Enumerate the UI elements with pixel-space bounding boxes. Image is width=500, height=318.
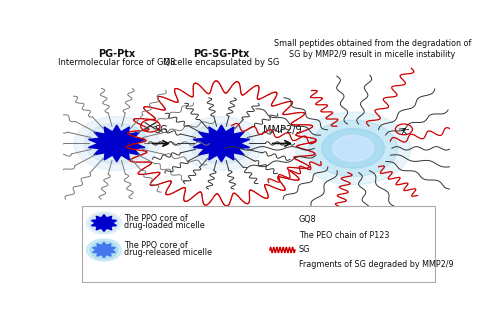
- Circle shape: [74, 116, 160, 170]
- Circle shape: [86, 212, 122, 234]
- Circle shape: [322, 128, 384, 168]
- Text: Small peptides obtained from the degradation of
SG by MMP2/9 result in micelle i: Small peptides obtained from the degrada…: [274, 39, 471, 59]
- Circle shape: [89, 214, 118, 232]
- Text: Micelle encapsulated by SG: Micelle encapsulated by SG: [163, 58, 280, 67]
- FancyBboxPatch shape: [82, 206, 434, 282]
- Circle shape: [96, 130, 138, 157]
- Circle shape: [90, 241, 118, 259]
- Text: PG-SG-Ptx: PG-SG-Ptx: [193, 49, 250, 59]
- Polygon shape: [92, 215, 116, 232]
- Polygon shape: [193, 125, 250, 162]
- Text: SG: SG: [154, 125, 168, 135]
- Text: The PPO core of: The PPO core of: [124, 241, 188, 250]
- Circle shape: [200, 130, 242, 157]
- Circle shape: [296, 112, 410, 185]
- Circle shape: [333, 135, 374, 161]
- Circle shape: [179, 116, 264, 170]
- Text: The PPO core of: The PPO core of: [124, 214, 188, 223]
- Text: Intermolecular force of GQ8: Intermolecular force of GQ8: [58, 58, 176, 67]
- Text: drug-released micelle: drug-released micelle: [124, 248, 212, 257]
- Text: GQ8: GQ8: [299, 215, 316, 224]
- Circle shape: [86, 239, 122, 261]
- Text: Fragments of SG degraded by MMP2/9: Fragments of SG degraded by MMP2/9: [299, 260, 454, 269]
- Text: MMP2/9: MMP2/9: [264, 125, 302, 135]
- Circle shape: [85, 123, 148, 164]
- Polygon shape: [92, 242, 116, 258]
- Text: drug-loaded micelle: drug-loaded micelle: [124, 221, 206, 231]
- Circle shape: [335, 137, 372, 160]
- Circle shape: [190, 123, 254, 164]
- Text: The PEO chain of P123: The PEO chain of P123: [299, 231, 389, 240]
- Text: SG: SG: [299, 245, 310, 254]
- Polygon shape: [88, 125, 145, 162]
- Circle shape: [308, 120, 398, 176]
- Text: PG-Ptx: PG-Ptx: [98, 49, 136, 59]
